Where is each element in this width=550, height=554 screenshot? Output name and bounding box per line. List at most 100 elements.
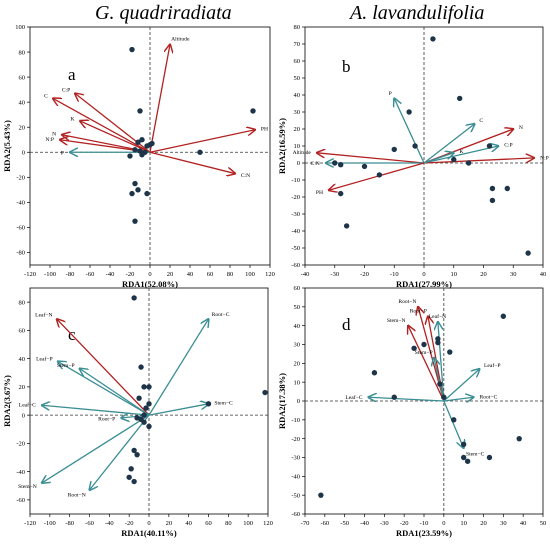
sample-point [516, 435, 522, 442]
sample-point [447, 349, 453, 355]
loading-arrow [148, 319, 209, 416]
sample-point [406, 109, 412, 115]
y-tick-label: 20 [19, 384, 26, 391]
loading-label: C [44, 93, 48, 99]
panel-a: -120 -100 -80 -60 -40 -20 0 20 40 60 80 100 120 -80 -6… [2, 24, 275, 289]
loading-arrow [394, 98, 425, 164]
loading-arrow [317, 153, 425, 164]
loading-label: N:P [540, 156, 549, 162]
x-tick-label: 50 [540, 520, 547, 527]
x-tick-label: 20 [480, 520, 487, 527]
y-tick-label: -60 [291, 262, 300, 269]
species-header-left: G. quadriradiata [95, 2, 232, 24]
y-tick-label: 80 [19, 299, 26, 306]
loading-label: Stem−N [387, 318, 406, 324]
loading-label: Leaf−N [35, 312, 52, 319]
y-tick-label: 80 [19, 49, 26, 56]
sample-point [421, 341, 427, 348]
x-tick-label: 0 [147, 520, 150, 527]
loading-label: Altitude [293, 150, 312, 156]
sample-point [361, 163, 368, 170]
y-tick-label: -10 [291, 417, 300, 424]
loading-arrow [148, 404, 209, 416]
sample-point [376, 172, 383, 178]
x-tick-label: 20 [167, 271, 174, 278]
sample-point [500, 313, 507, 319]
x-tick-label: 0 [148, 271, 151, 278]
loading-label: Stem−N [18, 484, 37, 490]
sample-point [128, 466, 134, 472]
loading-label: Root−N [68, 493, 86, 499]
loading-label: P [389, 91, 392, 97]
loading-label: N [52, 132, 56, 138]
x-tick-label: -60 [85, 520, 94, 527]
y-tick-label: -30 [291, 455, 300, 462]
loading-arrow [149, 130, 255, 153]
sample-point [143, 405, 149, 411]
sample-point [141, 419, 147, 425]
sample-point [137, 108, 143, 114]
y-tick-label: 0 [22, 412, 25, 419]
sample-point [146, 401, 152, 407]
loading-label: C:N [241, 173, 250, 179]
x-tick-label: 20 [166, 520, 173, 527]
sample-point [338, 162, 344, 168]
y-tick-label: 20 [294, 126, 301, 133]
sample-point [144, 190, 150, 197]
loading-label: Root−C [212, 312, 230, 318]
panel-d: -70 -60 -50 -40 -30 -20 -10 0 10 20 30 40 50-60-50-4… [277, 285, 546, 538]
loading-label: Leaf−P [36, 355, 53, 362]
loading-label: C:N [310, 161, 319, 167]
sample-point [132, 147, 138, 153]
x-tick-label: -30 [330, 271, 339, 278]
loading-label: K [459, 149, 463, 155]
y-tick-label: -20 [291, 436, 300, 443]
y-tick-label: 70 [294, 41, 301, 48]
sample-point [451, 156, 457, 163]
x-tick-label: 40 [185, 520, 192, 527]
sample-point [318, 492, 324, 498]
sample-point [250, 108, 256, 114]
sample-point [460, 441, 467, 448]
loading-arrow [80, 369, 150, 416]
sample-point [391, 394, 397, 400]
sample-point [411, 345, 417, 351]
y-tick-label: -10 [291, 177, 300, 184]
panel-label: d [342, 315, 351, 334]
x-tick-label: 30 [510, 271, 517, 278]
x-tick-label: -80 [65, 520, 74, 527]
y-tick-label: 60 [294, 58, 301, 65]
loading-arrow [42, 405, 150, 416]
x-tick-label: -20 [126, 271, 135, 278]
loading-label: Root−P [98, 417, 115, 423]
loading-label: Stem−P [415, 350, 433, 356]
x-tick-label: 40 [187, 271, 194, 278]
y-tick-label: 80 [294, 24, 301, 31]
y-tick-label: -20 [16, 441, 25, 448]
sample-point [134, 451, 140, 458]
y-tick-label: 40 [294, 92, 301, 99]
loading-label: PH [316, 190, 323, 196]
x-axis-label: RDA1(40.11%) [121, 528, 177, 538]
loading-arrow [53, 98, 151, 153]
x-tick-label: 100 [245, 271, 255, 278]
y-tick-label: 40 [19, 99, 26, 106]
sample-point [197, 149, 203, 155]
loading-label: Altitude [171, 37, 190, 43]
y-tick-label: 60 [19, 74, 26, 81]
sample-point [141, 412, 147, 418]
panel-label: a [68, 65, 76, 84]
y-tick-label: 0 [22, 149, 25, 156]
x-tick-label: -100 [44, 520, 56, 527]
y-axis-label: RDA2(17.38%) [277, 373, 287, 429]
loading-arrow [443, 369, 480, 402]
loading-arrow [443, 397, 474, 401]
x-tick-label: -10 [420, 520, 429, 527]
x-tick-label: 40 [520, 520, 527, 527]
loading-label: Stem−C [214, 401, 233, 407]
x-tick-label: 20 [480, 271, 487, 278]
sample-point [489, 197, 496, 204]
loading-arrow [423, 146, 498, 164]
x-tick-label: -80 [66, 271, 75, 278]
loading-label: Leaf−C [19, 402, 36, 409]
